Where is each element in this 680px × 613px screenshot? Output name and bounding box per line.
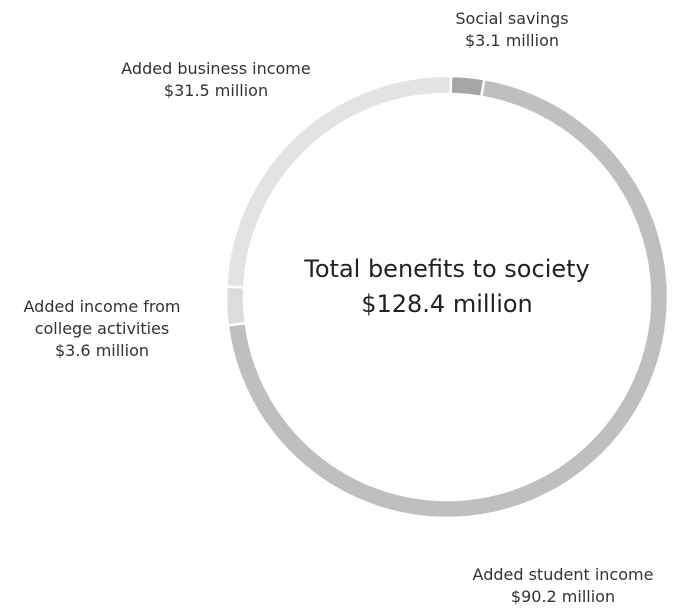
slice-added-business-income	[224, 74, 453, 289]
slice-social-savings	[449, 74, 486, 99]
label-added-college-income: Added income from college activities $3.…	[0, 296, 204, 362]
donut-slices	[224, 74, 670, 520]
slice-added-income-from-college-activities	[224, 285, 248, 327]
label-social-savings-value: $3.1 million	[464, 31, 559, 50]
center-value: $128.4 million	[361, 290, 533, 318]
label-added-student-income-value: $90.2 million	[510, 587, 616, 606]
label-added-student-income-name: Added student income	[472, 565, 654, 584]
label-added-college-income-value: $3.6 million	[54, 341, 149, 360]
label-social-savings-name: Social savings	[455, 9, 569, 28]
label-added-college-income-name-line2: college activities	[34, 319, 170, 338]
label-added-student-income: Added student income $90.2 million	[446, 564, 680, 608]
label-added-business-income-name: Added business income	[121, 59, 311, 78]
label-social-savings: Social savings $3.1 million	[420, 8, 604, 52]
label-added-college-income-name-line1: Added income from	[23, 297, 181, 316]
label-added-business-income: Added business income $31.5 million	[96, 58, 336, 102]
center-title: Total benefits to society	[304, 255, 590, 283]
label-added-business-income-value: $31.5 million	[163, 81, 269, 100]
